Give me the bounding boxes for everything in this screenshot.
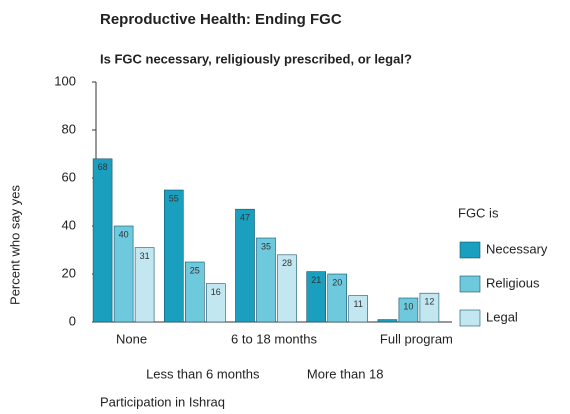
x-tick-label: Less than 6 months <box>146 366 260 381</box>
bar <box>206 283 226 323</box>
bar <box>164 189 184 323</box>
value-label: 11 <box>354 299 363 309</box>
value-label: 25 <box>190 265 200 275</box>
value-label: 55 <box>169 193 179 203</box>
y-tick-label: 60 <box>62 169 76 184</box>
legend-label: Religious <box>486 275 540 290</box>
bar <box>398 297 419 323</box>
legend-label: Necessary <box>486 241 548 256</box>
bar <box>134 247 155 323</box>
y-tick-label: 80 <box>62 121 76 136</box>
x-tick-label: Full program <box>380 331 453 346</box>
bar <box>185 261 205 323</box>
chart-title: Reproductive Health: Ending FGC <box>100 11 342 28</box>
bar <box>92 158 113 323</box>
bar <box>327 273 348 323</box>
bar <box>419 292 440 323</box>
y-tick-label: 100 <box>54 73 76 88</box>
value-label: 16 <box>211 287 221 297</box>
bar <box>235 208 255 323</box>
x-tick-label: More than 18 <box>307 366 384 381</box>
bar <box>306 271 327 323</box>
x-axis-label: Participation in Ishraq <box>100 394 225 409</box>
y-tick-label: 0 <box>69 313 76 328</box>
value-label: 28 <box>282 258 292 268</box>
value-label: 10 <box>403 301 413 311</box>
value-label: 68 <box>98 162 108 172</box>
value-label: 12 <box>424 297 434 307</box>
x-tick-label: None <box>116 331 147 346</box>
y-tick-label: 20 <box>62 265 76 280</box>
value-label: 20 <box>332 277 342 287</box>
legend-label: Legal <box>486 309 518 324</box>
bar <box>256 237 276 323</box>
y-axis-label: Percent who say yes <box>7 185 22 305</box>
value-label: 40 <box>119 229 129 239</box>
y-tick-label: 40 <box>62 217 76 232</box>
value-label: 47 <box>240 213 250 223</box>
bar <box>348 295 369 323</box>
legend-swatch <box>459 309 481 327</box>
x-tick-label: 6 to 18 months <box>231 331 317 346</box>
bar <box>277 254 297 323</box>
legend-swatch <box>459 275 481 293</box>
value-label: 35 <box>261 241 271 251</box>
chart-subtitle: Is FGC necessary, religiously prescribed… <box>100 51 412 66</box>
bar <box>377 319 398 323</box>
legend-title: FGC is <box>458 205 499 220</box>
value-label: 21 <box>311 275 321 285</box>
bar <box>113 225 134 323</box>
legend-swatch <box>459 241 481 259</box>
value-label: 31 <box>140 251 150 261</box>
